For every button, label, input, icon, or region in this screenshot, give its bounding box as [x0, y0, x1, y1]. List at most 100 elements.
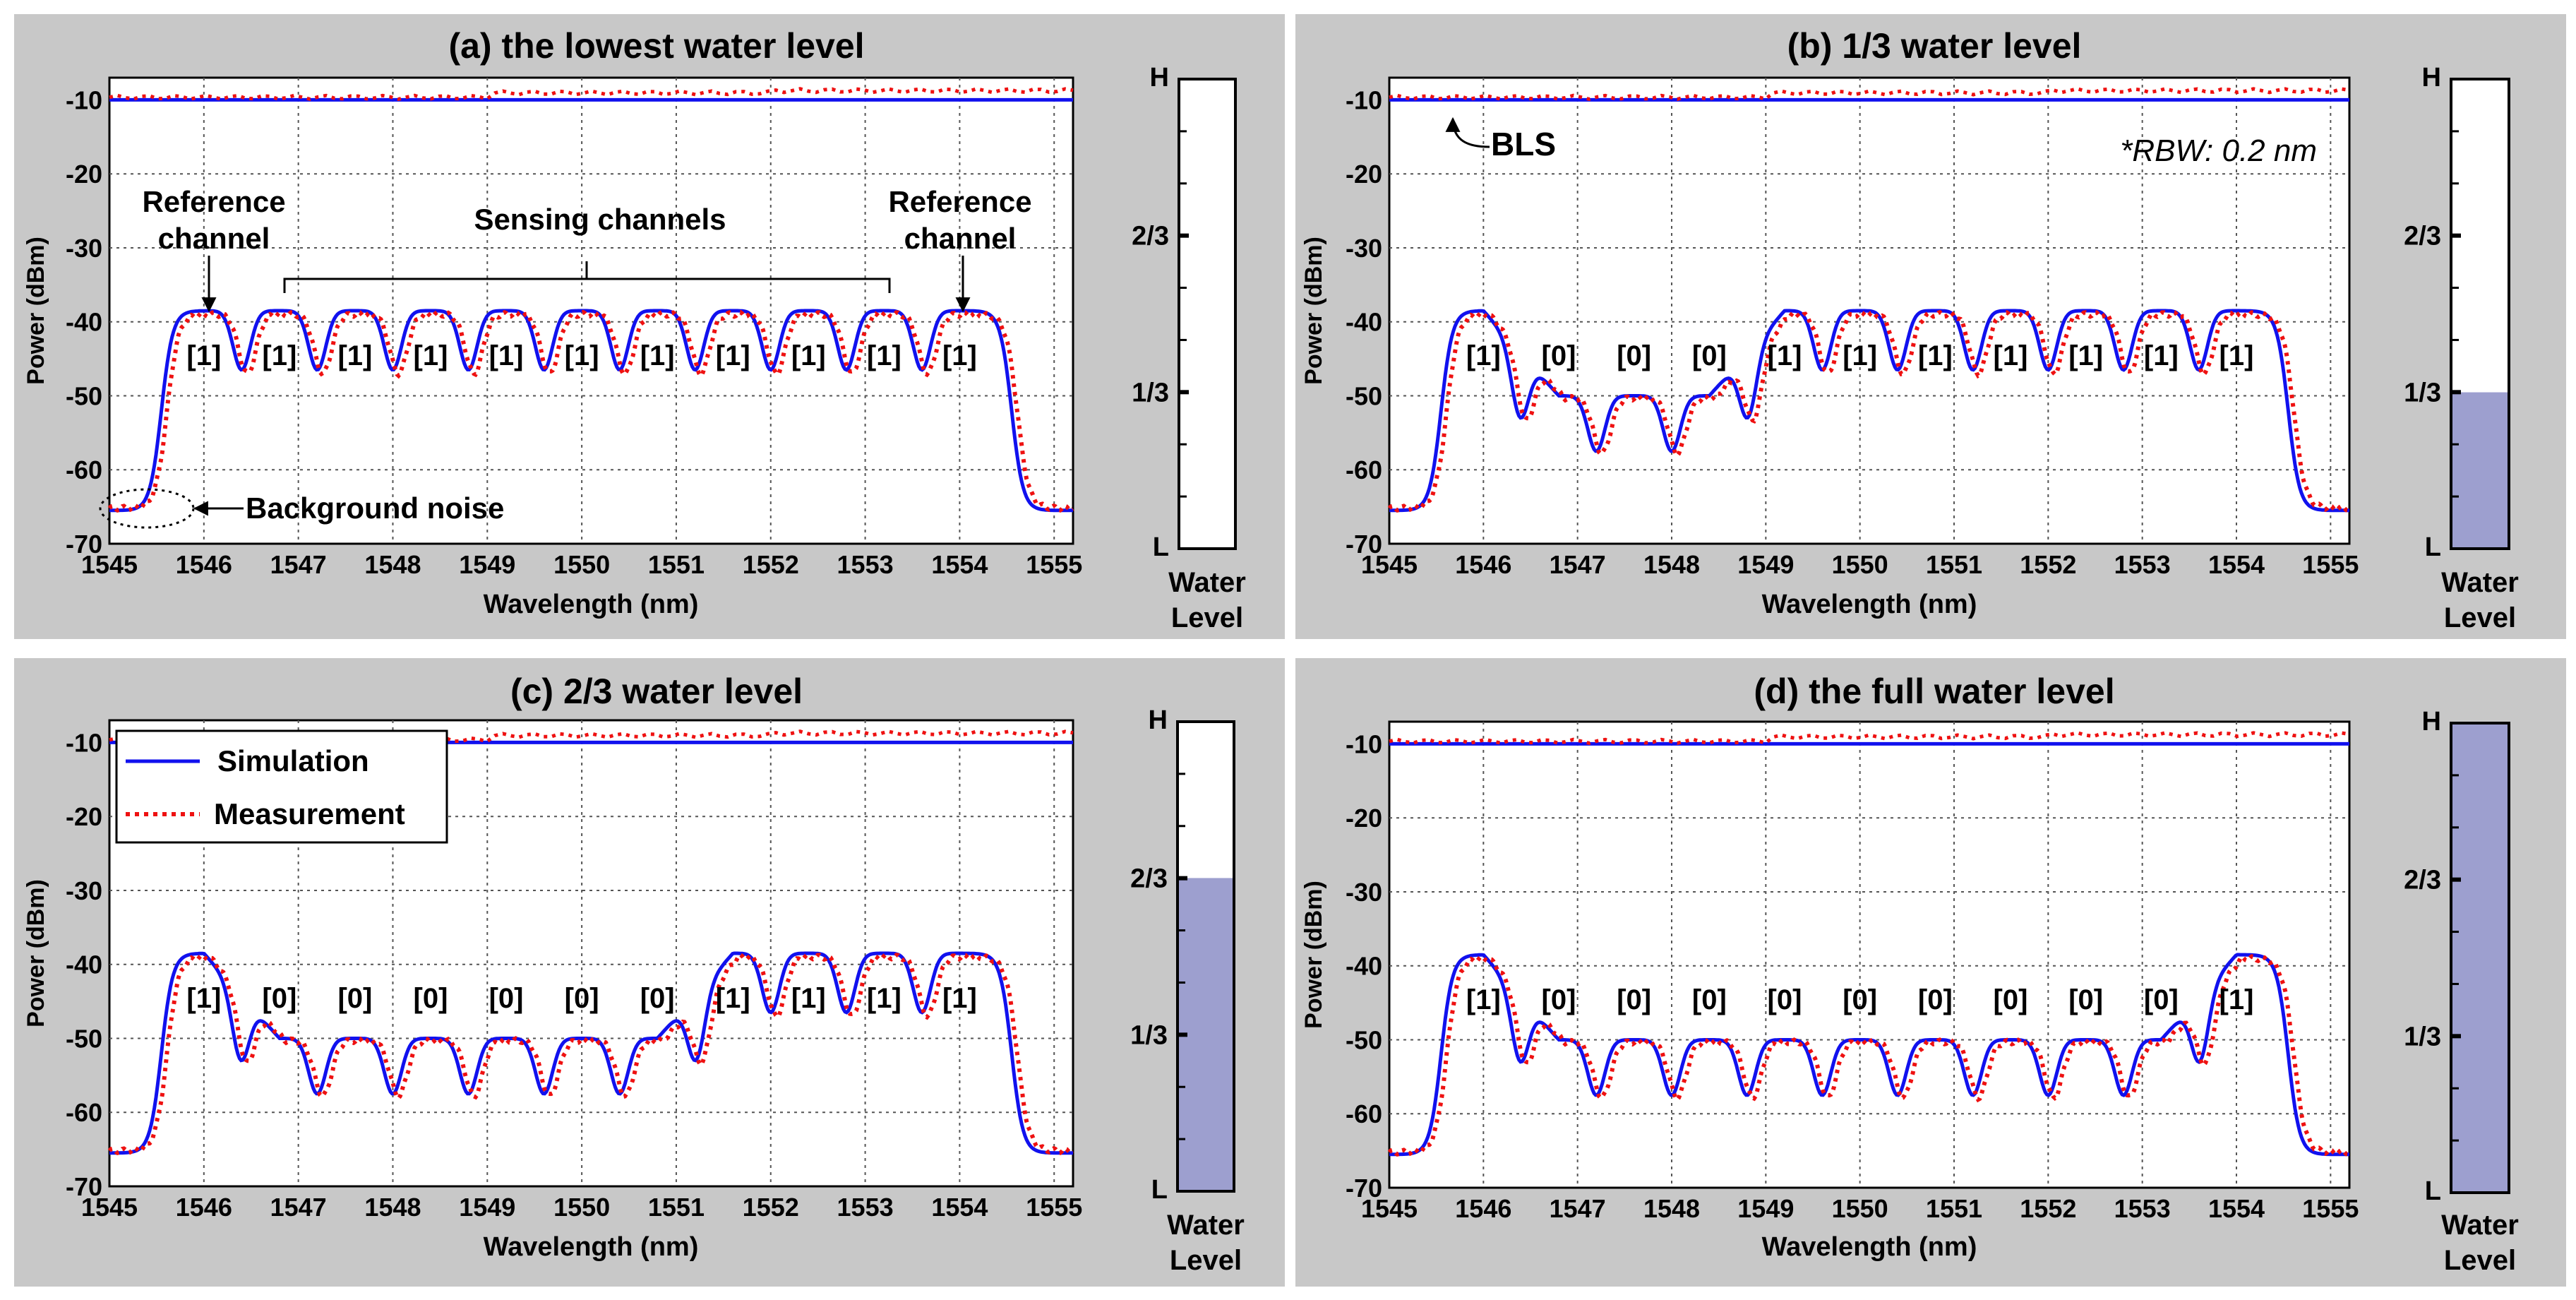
- panel-c-water-gauge-level-label: H: [1149, 705, 1168, 735]
- panel-d-plot-xtick-label: 1550: [1832, 1194, 1888, 1223]
- panel-c-plot-xtick-label: 1546: [176, 1193, 232, 1222]
- panel-b-plot-channel-label: [0]: [1542, 340, 1576, 371]
- legend-measurement-label: Measurement: [214, 797, 405, 830]
- panel-a-plot-measurement-spectrum: [107, 309, 1074, 513]
- panel-b-plot-ytick-label: -10: [1346, 85, 1382, 114]
- panel-a-plot-ytick-label: -20: [66, 160, 102, 189]
- panel-d-plot-channel-label: [0]: [1617, 984, 1651, 1015]
- panel-b-plot-channel-label: [1]: [1466, 340, 1501, 371]
- panel-b-plot-xtick-label: 1550: [1832, 550, 1888, 579]
- panel-b: (b) 1/3 water level 1545 1546 1547 1548 1549…: [1295, 14, 2566, 639]
- panel-b-plot-channel-label: [1]: [1994, 340, 2028, 371]
- panel-a-plot: 1545 1546 1547 1548 1549 1550 1551 1552 1553 1554…: [66, 78, 1082, 579]
- panel-b-plot-channel-label: [1]: [2144, 340, 2179, 371]
- panel-d-plot-channel-label: [0]: [1692, 984, 1727, 1015]
- panel-a-plot-channel-label: [1]: [716, 340, 750, 371]
- panel-b-water-gauge-water-fill: [2451, 392, 2509, 549]
- panel-c-gauge-label-line2: Level: [1170, 1245, 1242, 1276]
- panel-d-plot-xtick-label: 1545: [1361, 1194, 1418, 1223]
- panel-b-plot-channel-label: [1]: [1918, 340, 1953, 371]
- panel-d-plot-channel-label: [0]: [1918, 984, 1953, 1015]
- panel-a-water-gauge-level-label: 1/3: [1132, 378, 1169, 407]
- panel-b-plot-xtick-label: 1554: [2208, 550, 2265, 579]
- panel-b-plot-ytick-label: -30: [1346, 234, 1382, 263]
- panel-a-plot-ytick-label: -30: [66, 234, 102, 263]
- panel-b-plot-xtick-label: 1546: [1455, 550, 1511, 579]
- panel-d-plot-xtick-label: 1554: [2208, 1194, 2265, 1223]
- bls-arrow: [1445, 117, 1490, 148]
- panel-c-plot-channel-label: [1]: [791, 983, 826, 1014]
- panel-a-water-gauge-level-label: L: [1153, 532, 1169, 562]
- panel-c-plot-xtick-label: 1545: [81, 1193, 138, 1222]
- panel-a-water-gauge-background: [1179, 79, 1235, 549]
- panel-b-plot-ytick-label: -70: [1346, 530, 1382, 559]
- panel-d-plot-channel-label: [0]: [2068, 984, 2103, 1015]
- panel-a-plot-channel-label: [1]: [489, 340, 524, 371]
- panel-d-water-gauge: H 2/3 1/3 L: [2404, 707, 2510, 1206]
- panel-b-plot-measurement-spectrum: [1387, 309, 2351, 513]
- panel-a-plot-xtick-label: 1551: [648, 550, 705, 579]
- panel-b-water-gauge: H 2/3 1/3 L: [2404, 63, 2510, 562]
- panel-a-water-gauge-level-label: 2/3: [1132, 222, 1169, 251]
- panel-a: (a) the lowest water level 1545 1546 1547 1…: [14, 14, 1285, 639]
- panel-b-gauge-label-line2: Level: [2444, 602, 2516, 633]
- rbw-label: *RBW: 0.2 nm: [2120, 133, 2317, 168]
- panel-a-plot-ytick-label: -60: [66, 455, 102, 484]
- panel-b-water-gauge-level-label: H: [2422, 63, 2441, 93]
- panel-a-plot-xtick-label: 1554: [931, 550, 988, 579]
- panel-a-water-gauge-level-label: H: [1150, 63, 1169, 93]
- panel-c-plot-xtick-label: 1552: [743, 1193, 799, 1222]
- panel-d-title: (d) the full water level: [1754, 672, 2114, 711]
- panel-c: (c) 2/3 water level 1545 1546 1547 1548 1549…: [14, 658, 1285, 1287]
- panel-c-plot-ytick-label: -50: [66, 1024, 102, 1053]
- panel-c-plot-ytick-label: -70: [66, 1172, 102, 1201]
- panel-a-plot-ytick-label: -10: [66, 85, 102, 114]
- panel-a-plot-ytick-label: -50: [66, 381, 102, 410]
- panel-c-plot-xtick-label: 1549: [459, 1193, 515, 1222]
- panel-d-water-gauge-level-label: H: [2422, 707, 2441, 737]
- panel-b-water-gauge-level-label: 1/3: [2404, 378, 2441, 407]
- ref-channel-left-line2: channel: [158, 222, 270, 255]
- panel-c-plot-ytick-label: -10: [66, 728, 102, 757]
- panel-a-plot-ytick-label: -70: [66, 530, 102, 559]
- panel-a-plot-channel-label: [1]: [640, 340, 675, 371]
- panel-b-plot-ytick-label: -40: [1346, 308, 1382, 337]
- panel-d-plot-xtick-label: 1546: [1455, 1194, 1511, 1223]
- panel-d-plot-xtick-label: 1549: [1737, 1194, 1794, 1223]
- panel-d-plot-xtick-label: 1547: [1550, 1194, 1606, 1223]
- panel-c-plot-channel-label: [0]: [414, 983, 448, 1014]
- panel-b-title: (b) 1/3 water level: [1787, 26, 2082, 66]
- legend-box: [115, 729, 448, 844]
- panel-a-gauge-label-line1: Water: [1168, 567, 1246, 598]
- panel-d-plot-channel-label: [0]: [2144, 984, 2179, 1015]
- panel-a-plot-channel-label: [1]: [565, 340, 599, 371]
- panel-c-plot-channel-label: [0]: [640, 983, 675, 1014]
- panel-c-water-gauge-frame: [1176, 720, 1235, 1193]
- sensing-channels-label: Sensing channels: [474, 203, 726, 236]
- panel-b-water-gauge-frame: [2450, 78, 2510, 550]
- panel-b-plot-ytick-label: -20: [1346, 160, 1382, 189]
- panel-a-plot-xtick-label: 1552: [743, 550, 799, 579]
- panel-a-plot-xtick-label: 1549: [459, 550, 515, 579]
- panel-d-plot: 1545 1546 1547 1548 1549 1550 1551 1552 1553 1554…: [1346, 722, 2359, 1223]
- panel-c-plot-xtick-label: 1548: [364, 1193, 421, 1222]
- panel-b-plot-xtick-label: 1552: [2020, 550, 2076, 579]
- panel-b-plot-xtick-label: 1551: [1926, 550, 1982, 579]
- panel-a-plot-simulation-spectrum: [109, 309, 1074, 513]
- panel-d-plot-ytick-label: -70: [1346, 1174, 1382, 1203]
- panel-d-plot-ytick-label: -60: [1346, 1099, 1382, 1128]
- panel-a-plot-xtick-label: 1545: [81, 550, 138, 579]
- panel-a-plot-channel-label: [1]: [262, 340, 296, 371]
- panel-b-plot-xtick-label: 1553: [2114, 550, 2171, 579]
- legend: Simulation Measurement: [115, 729, 448, 844]
- panel-c-plot-ytick-label: -30: [66, 876, 102, 905]
- panel-b-plot-xtick-label: 1545: [1361, 550, 1418, 579]
- panel-d-plot-xtick-label: 1553: [2114, 1194, 2171, 1223]
- panel-d-plot-xtick-label: 1551: [1926, 1194, 1982, 1223]
- panel-a-plot-xtick-label: 1548: [364, 550, 421, 579]
- panel-c-plot-channel-label: [1]: [186, 983, 221, 1014]
- panel-d-water-gauge-level-label: 2/3: [2404, 866, 2441, 895]
- panel-a-ylabel: Power (dBm): [23, 237, 49, 385]
- panel-c-water-gauge: H 2/3 1/3 L: [1130, 705, 1235, 1205]
- panel-a-xlabel: Wavelength (nm): [484, 590, 699, 619]
